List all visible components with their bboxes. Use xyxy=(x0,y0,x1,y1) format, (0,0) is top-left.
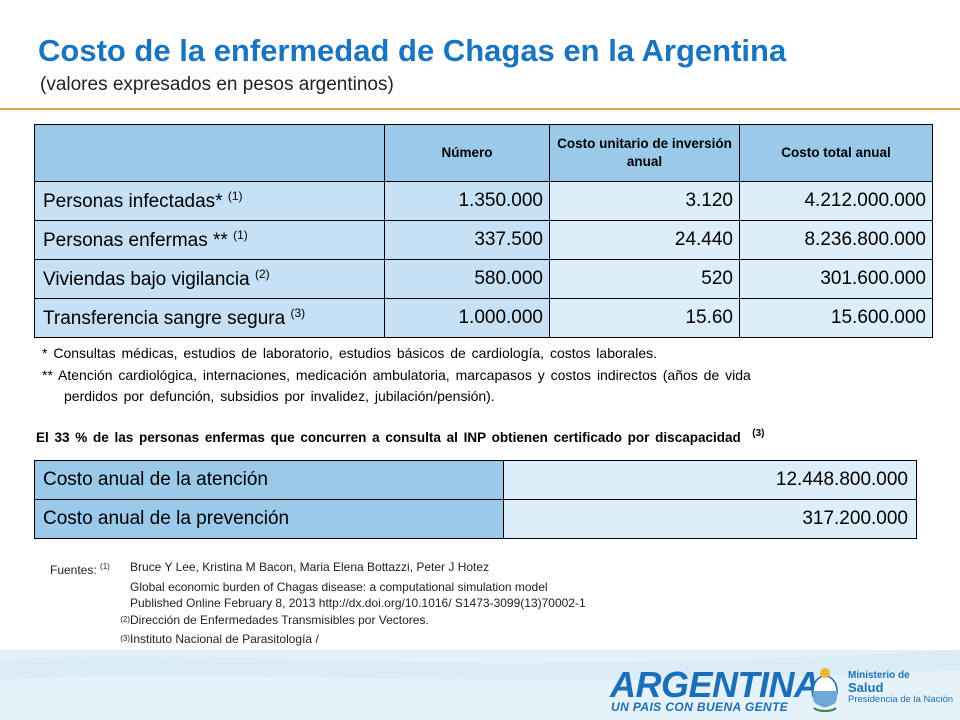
summary-label: Costo anual de la prevención xyxy=(34,499,504,539)
page-title: Costo de la enfermedad de Chagas en la A… xyxy=(38,33,787,68)
row-label: Personas infectadas* (1) xyxy=(34,181,385,221)
ministry-logo: Ministerio de Salud Presidencia de la Na… xyxy=(848,670,954,705)
table-row: Transferencia sangre segura (3) 1.000.00… xyxy=(34,298,933,338)
cell-total: 4.212.000.000 xyxy=(739,181,933,221)
cell-total: 15.600.000 xyxy=(739,298,933,338)
footer-band xyxy=(0,650,960,720)
sources-block: Fuentes: (1) Bruce Y Lee, Kristina M Bac… xyxy=(50,559,586,651)
ref-marker: (1) xyxy=(233,228,248,242)
ref-marker: (1) xyxy=(227,189,243,203)
cell-unitario: 3.120 xyxy=(549,181,740,221)
source-row: Global economic burden of Chagas disease… xyxy=(50,579,586,596)
header-costo-unitario: Costo unitario de inversión anual xyxy=(549,124,740,182)
table-row: Viviendas bajo vigilancia (2) 580.000 52… xyxy=(34,259,933,299)
title-divider xyxy=(0,108,960,110)
ref-marker: (2) xyxy=(254,267,270,281)
table-header-row: Número Costo unitario de inversión anual… xyxy=(34,124,933,182)
footer-wave-decoration xyxy=(0,650,960,720)
source-row: Fuentes: (1) Bruce Y Lee, Kristina M Bac… xyxy=(50,559,586,579)
header-empty xyxy=(34,124,385,182)
source-1-published: Published Online February 8, 2013 http:/… xyxy=(130,596,586,610)
ref-marker: (3) xyxy=(752,428,765,439)
table-row: Costo anual de la prevención 317.200.000 xyxy=(34,499,917,539)
cell-unitario: 24.440 xyxy=(549,220,740,260)
source-row: (2) Dirección de Enfermedades Transmisib… xyxy=(50,612,586,632)
table-row: Personas infectadas* (1) 1.350.000 3.120… xyxy=(34,181,933,221)
source-row: Published Online February 8, 2013 http:/… xyxy=(50,595,586,612)
cell-numero: 1.350.000 xyxy=(384,181,550,221)
summary-table: Costo anual de la atención 12.448.800.00… xyxy=(34,460,917,539)
footnote-1: * Consultas médicas, estudios de laborat… xyxy=(42,345,657,361)
cost-table: Número Costo unitario de inversión anual… xyxy=(34,124,933,338)
summary-value: 317.200.000 xyxy=(503,499,917,539)
header-numero: Número xyxy=(384,124,550,182)
cell-unitario: 15.60 xyxy=(549,298,740,338)
national-seal-icon xyxy=(812,668,838,712)
cell-total: 8.236.800.000 xyxy=(739,220,933,260)
cell-numero: 337.500 xyxy=(384,220,550,260)
header-costo-total: Costo total anual xyxy=(739,124,933,182)
table-row: Costo anual de la atención 12.448.800.00… xyxy=(34,460,917,500)
source-1-title: Global economic burden of Chagas disease… xyxy=(130,579,548,594)
ref-marker: (3) xyxy=(290,306,306,320)
argentina-logo: ARGENTINA xyxy=(610,664,820,705)
source-3: Instituto Nacional de Parasitología / xyxy=(130,632,319,646)
source-row: (3) Instituto Nacional de Parasitología … xyxy=(50,631,586,651)
summary-value: 12.448.800.000 xyxy=(503,460,917,500)
disability-statement: El 33 % de las personas enfermas que con… xyxy=(36,428,765,445)
cell-unitario: 520 xyxy=(549,259,740,299)
cell-numero: 580.000 xyxy=(384,259,550,299)
argentina-logo-tagline: UN PAIS CON BUENA GENTE xyxy=(611,700,789,714)
cell-total: 301.600.000 xyxy=(739,259,933,299)
row-label: Personas enfermas ** (1) xyxy=(34,220,385,260)
row-label: Transferencia sangre segura (3) xyxy=(34,298,385,338)
source-1-authors: Bruce Y Lee, Kristina M Bacon, Maria Ele… xyxy=(130,560,490,574)
sources-label: Fuentes: (1) xyxy=(50,562,110,577)
footnotes: * Consultas médicas, estudios de laborat… xyxy=(42,343,751,408)
cell-numero: 1.000.000 xyxy=(384,298,550,338)
source-2: Dirección de Enfermedades Transmisibles … xyxy=(130,612,429,627)
footnote-2-continued: perdidos por defunción, subsidios por in… xyxy=(64,388,495,404)
row-label: Viviendas bajo vigilancia (2) xyxy=(34,259,385,299)
footnote-2: ** Atención cardiológica, internaciones,… xyxy=(42,366,751,383)
summary-label: Costo anual de la atención xyxy=(34,460,504,500)
table-row: Personas enfermas ** (1) 337.500 24.440 … xyxy=(34,220,933,260)
page-subtitle: (valores expresados en pesos argentinos) xyxy=(40,74,394,95)
